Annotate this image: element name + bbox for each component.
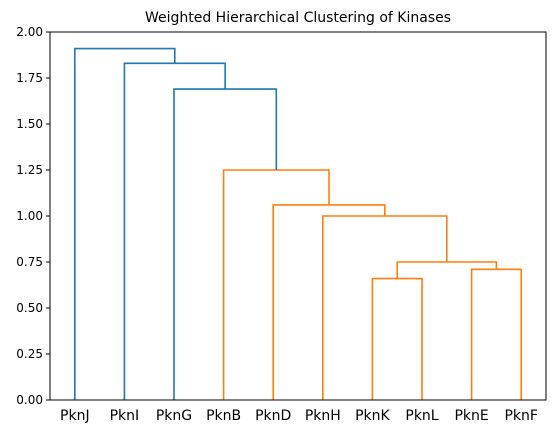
- chart-title: Weighted Hierarchical Clustering of Kina…: [145, 10, 451, 26]
- link-pkne--pknf: [470, 268, 522, 400]
- y-tick-label: 1.25: [16, 163, 43, 177]
- link-pknd--pknh-pknk-pknl-pkne-pknf: [272, 204, 386, 400]
- y-tick-label: 0.00: [16, 393, 43, 407]
- leaf-label-pknh: PknH: [305, 408, 341, 424]
- y-tick-label: 0.75: [16, 255, 43, 269]
- y-tick-label: 1.50: [16, 117, 43, 131]
- leaf-label-pknk: PknK: [355, 408, 390, 424]
- link-pknk--pknl: [371, 277, 423, 400]
- y-tick-label: 2.00: [16, 25, 43, 39]
- leaf-label-pkng: PknG: [156, 408, 192, 424]
- y-tick-label: 1.00: [16, 209, 43, 223]
- y-tick-label: 0.50: [16, 301, 43, 315]
- leaf-label-pknf: PknF: [504, 408, 537, 424]
- link-pknh--pknk-pknl-pkne-pknf: [322, 215, 448, 400]
- leaf-label-pkne: PknE: [454, 408, 488, 424]
- link-pknk-pknl--pkne-pknf: [396, 261, 498, 279]
- leaf-labels: PknJ PknI PknG PknB PknD PknH PknK PknL PknE PknF: [60, 408, 538, 424]
- leaf-label-pknj: PknJ: [60, 408, 90, 424]
- y-axis-ticks: 0.00 0.25 0.50 0.75 1.00 1.25 1.50 1.75 2.00: [16, 25, 50, 407]
- link-pknj--pkni-pkng-pknb-pknd-pknh-pknk-pknl-pkne-pknf: [74, 47, 176, 400]
- y-tick-label: 1.75: [16, 71, 43, 85]
- leaf-label-pkni: PknI: [110, 408, 140, 424]
- leaf-label-pknd: PknD: [255, 408, 291, 424]
- link-pkng--pknb-pknd-pknh-pknk-pknl-pkne-pknf: [173, 88, 278, 400]
- y-tick-label: 0.25: [16, 347, 43, 361]
- dendrogram-links: [74, 47, 522, 400]
- leaf-label-pknb: PknB: [206, 408, 241, 424]
- leaf-label-pknl: PknL: [405, 408, 438, 424]
